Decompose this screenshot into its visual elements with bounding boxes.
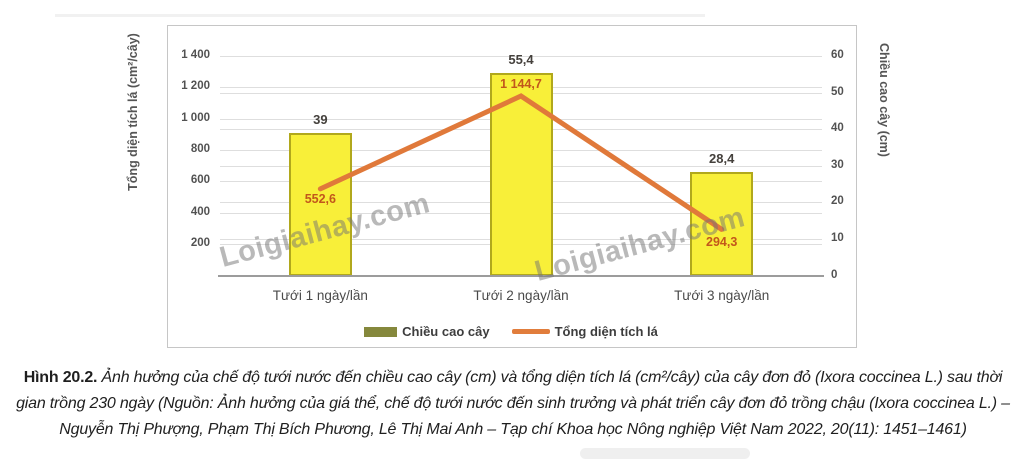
legend-line-swatch-icon: [511, 329, 550, 334]
line-point-label: 294,3: [706, 235, 738, 250]
y-axis-tick-left: 400: [190, 205, 210, 218]
y-axis-tick-left: 1 200: [181, 80, 210, 93]
figure-caption: Hình 20.2. Ảnh hưởng của chế độ tưới nướ…: [0, 365, 1026, 443]
y-axis-tick-left: 800: [190, 143, 210, 156]
x-category-label: Tưới 3 ngày/lần: [674, 288, 770, 303]
y-axis-tick-left: 1 400: [181, 49, 210, 61]
caption-line-2: gian trồng 230 ngày (Nguồn: Ảnh hưởng củ…: [16, 395, 1010, 412]
chart-legend: Chiều cao cây Tổng diện tích lá: [167, 324, 855, 339]
caption-line-3: Nguyễn Thị Phượng, Phạm Thị Bích Phương,…: [59, 421, 967, 438]
y-axis-tick-right: 20: [831, 195, 844, 208]
caption-figure-number: Hình 20.2.: [23, 369, 98, 386]
caption-line-1: Hình 20.2. Ảnh hưởng của chế độ tưới nướ…: [0, 365, 1026, 391]
bar-value-label: 28,4: [709, 150, 735, 166]
caption-line-1-text: Ảnh hưởng của chế độ tưới nước đến chiều…: [97, 369, 1003, 386]
bar-value-label: 55,4: [508, 51, 534, 67]
y-axis-tick-left: 1 000: [181, 111, 210, 124]
bar-value-label: 39: [313, 111, 328, 127]
scan-artifact-top: [55, 14, 705, 17]
x-category-label: Tưới 2 ngày/lần: [473, 288, 569, 303]
y-axis-tick-right: 60: [831, 49, 844, 61]
legend-label-plant-height: Chiều cao cây: [402, 324, 490, 339]
x-category-label: Tưới 1 ngày/lần: [272, 288, 368, 303]
line-point-label: 552,6: [304, 191, 336, 206]
legend-item-plant-height: Chiều cao cây: [364, 324, 490, 339]
y-axis-tick-right: 40: [831, 122, 844, 135]
bar-plant-height: [489, 72, 553, 277]
y-axis-tick-left: 200: [190, 237, 210, 250]
legend-bar-swatch-icon: [364, 326, 398, 337]
legend-item-leaf-area: Tổng diện tích lá: [511, 324, 658, 339]
legend-label-leaf-area: Tổng diện tích lá: [554, 324, 658, 339]
y-axis-tick-left: 600: [190, 174, 210, 187]
y-axis-tick-right: 30: [831, 158, 844, 171]
gridline: [220, 56, 822, 57]
y-axis-tick-right: 50: [831, 85, 844, 98]
y-axis-tick-right: 10: [831, 231, 844, 244]
x-axis-line: [218, 274, 824, 277]
line-point-label: 1 144,7: [500, 77, 542, 92]
right-axis-title: Chiều cao cây (cm): [877, 43, 891, 157]
left-axis-title: Tổng diện tích lá (cm²/cây): [126, 33, 140, 191]
scan-artifact-bottom: [580, 448, 750, 459]
y-axis-tick-right: 0: [831, 268, 838, 281]
